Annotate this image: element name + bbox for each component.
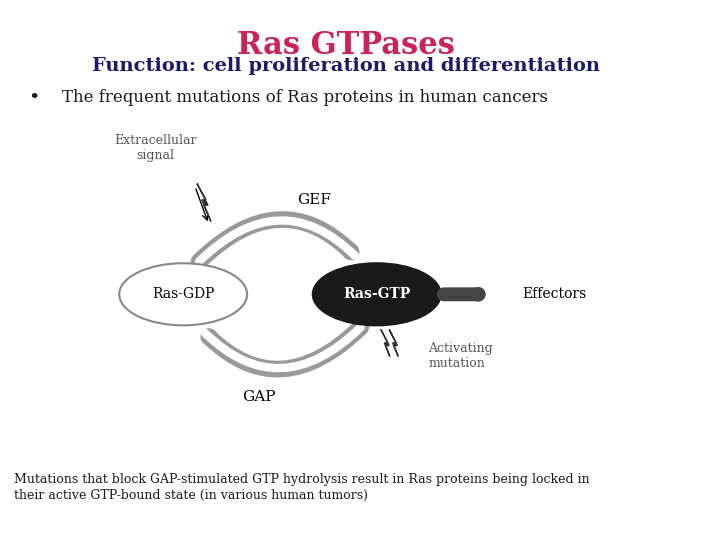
Polygon shape [381,329,390,356]
FancyArrowPatch shape [205,327,361,368]
Text: Ras-GDP: Ras-GDP [152,287,215,301]
FancyArrowPatch shape [209,327,361,369]
Text: The frequent mutations of Ras proteins in human cancers: The frequent mutations of Ras proteins i… [62,89,548,106]
Text: Extracellular
signal: Extracellular signal [114,134,197,163]
Ellipse shape [120,263,247,325]
Text: Mutations that block GAP-stimulated GTP hydrolysis result in Ras proteins being : Mutations that block GAP-stimulated GTP … [14,472,590,485]
FancyArrowPatch shape [444,294,479,295]
Text: Ras-GTP: Ras-GTP [343,287,410,301]
Polygon shape [197,184,211,221]
Text: Effectors: Effectors [522,287,586,301]
Text: Function: cell proliferation and differentiation: Function: cell proliferation and differe… [91,57,600,75]
Polygon shape [389,329,398,356]
Ellipse shape [312,263,441,325]
Text: GEF: GEF [297,193,331,207]
FancyArrowPatch shape [199,220,354,261]
Text: Ras GTPases: Ras GTPases [237,30,454,60]
Text: Activating
mutation: Activating mutation [428,342,493,370]
Text: GAP: GAP [243,390,276,404]
FancyArrowPatch shape [199,219,351,261]
Text: their active GTP-bound state (in various human tumors): their active GTP-bound state (in various… [14,489,368,502]
Text: •: • [27,89,39,107]
